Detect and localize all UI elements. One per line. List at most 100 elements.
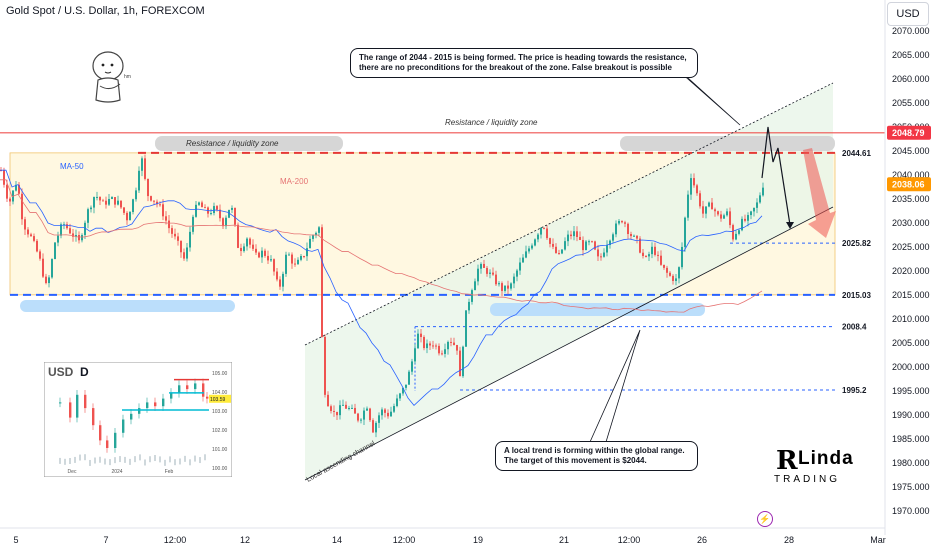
projection-arrowhead	[786, 222, 794, 229]
inset-volume	[184, 455, 186, 462]
inset-candle	[170, 392, 173, 399]
y-tick-label: 2030.000	[892, 218, 930, 228]
candle	[162, 204, 164, 217]
x-tick-label: Mar	[870, 535, 886, 545]
candle	[744, 218, 746, 221]
candle	[30, 234, 32, 237]
inset-volume	[169, 456, 171, 463]
candle	[357, 413, 359, 421]
candle	[75, 235, 77, 237]
candle	[57, 235, 59, 243]
candle	[501, 283, 503, 291]
candle	[354, 407, 356, 414]
candle	[477, 268, 479, 282]
y-tick-label: 2025.000	[892, 242, 930, 252]
candle	[396, 398, 398, 407]
candle	[666, 267, 668, 273]
candle	[129, 211, 131, 221]
inset-volume	[69, 458, 71, 465]
candle	[390, 411, 392, 417]
x-tick-label: 7	[103, 535, 108, 545]
note-bottom-pointer	[589, 329, 641, 443]
candle	[519, 262, 521, 271]
inset-candle	[146, 402, 149, 409]
candle	[237, 224, 239, 248]
inset-volume	[204, 454, 206, 461]
candle	[120, 200, 122, 208]
candle	[627, 223, 629, 235]
projection-path	[761, 126, 791, 226]
y-tick-label: 1975.000	[892, 482, 930, 492]
price-badge	[887, 125, 931, 140]
candle	[15, 184, 17, 191]
y-tick-label: 2035.000	[892, 194, 930, 204]
level-label: 1995.2	[842, 386, 867, 395]
inset-volume	[74, 456, 76, 463]
candle	[375, 422, 377, 433]
candle	[117, 200, 119, 205]
candle	[216, 206, 218, 210]
candle	[603, 252, 605, 257]
inset-candle	[194, 383, 197, 390]
candle	[582, 240, 584, 251]
lightning-icon[interactable]: ⚡	[757, 511, 773, 527]
candle	[114, 197, 116, 205]
candle	[204, 207, 206, 209]
candle	[465, 310, 467, 347]
candle	[36, 240, 38, 252]
ma50-label: MA-50	[60, 162, 84, 171]
level-label: 2044.61	[842, 149, 871, 158]
price-badge	[887, 177, 931, 192]
y-tick-label: 1995.000	[892, 386, 930, 396]
candle	[87, 209, 89, 223]
mascot-icon: hm	[92, 51, 131, 103]
candle	[222, 218, 224, 227]
y-tick-label: 1980.000	[892, 458, 930, 468]
candle	[552, 243, 554, 247]
inset-candle	[69, 402, 72, 418]
candle	[498, 283, 500, 285]
candle	[456, 344, 458, 351]
candle	[483, 263, 485, 268]
candle	[702, 206, 704, 214]
candle	[747, 215, 749, 221]
inset-volume	[109, 459, 111, 466]
candle	[708, 202, 710, 207]
candle	[474, 281, 476, 291]
candle	[372, 420, 374, 433]
candle	[306, 248, 308, 257]
candle	[561, 249, 563, 254]
candle	[492, 272, 494, 275]
level-label: 2008.4	[842, 323, 867, 332]
inset-volume	[99, 456, 101, 463]
candle	[726, 211, 728, 216]
candle	[135, 190, 137, 200]
inset-candle	[92, 408, 95, 426]
candle	[102, 200, 104, 202]
inset-volume	[64, 458, 66, 465]
candle	[72, 233, 74, 237]
candle	[426, 343, 428, 349]
candle	[33, 236, 35, 241]
candle	[468, 301, 470, 311]
currency-button[interactable]: USD	[887, 2, 929, 26]
candle	[423, 337, 425, 349]
linda-trading-logo: R Linda TRADING	[772, 446, 862, 488]
x-tick-label: 5	[13, 535, 18, 545]
mascot-text: hm	[124, 74, 131, 80]
candle	[159, 204, 161, 206]
candle	[261, 250, 263, 258]
candle	[585, 241, 587, 251]
candle	[576, 231, 578, 237]
inset-volume	[129, 458, 131, 465]
candle	[201, 202, 203, 208]
candle	[453, 342, 455, 345]
channel-lower	[304, 206, 834, 481]
candle	[336, 411, 338, 416]
candle	[444, 349, 446, 354]
candle	[267, 255, 269, 261]
candle	[195, 204, 197, 217]
candle	[273, 259, 275, 272]
inset-volume	[94, 457, 96, 464]
